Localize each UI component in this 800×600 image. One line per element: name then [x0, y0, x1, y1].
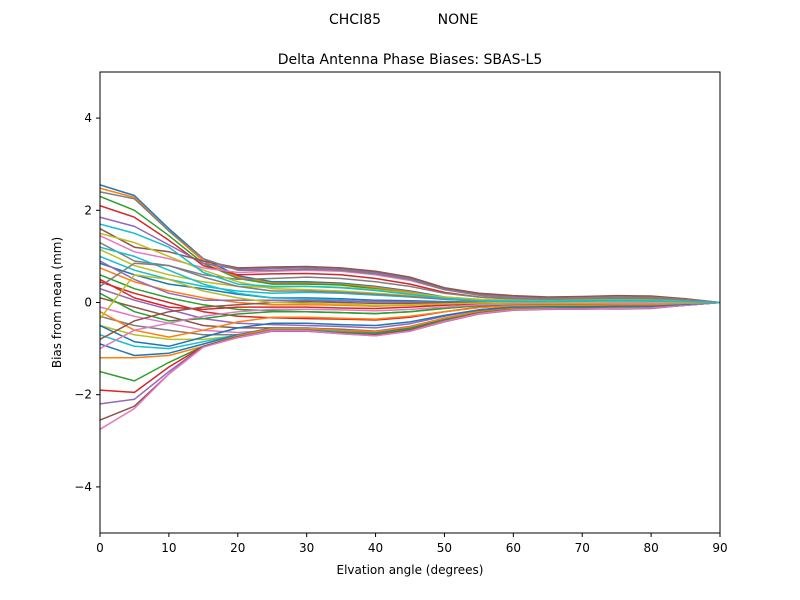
series-layer [100, 184, 720, 430]
x-tick-label: 40 [368, 541, 383, 555]
series-line-40 [100, 223, 720, 304]
y-axis-label: Bias from mean (mm) [50, 237, 64, 368]
x-tick-label: 0 [96, 541, 104, 555]
x-tick-label: 60 [506, 541, 521, 555]
y-axis: −4 −2 0 2 4 [74, 111, 100, 494]
y-tick-label: −2 [74, 388, 92, 402]
x-tick-label: 80 [643, 541, 658, 555]
series-line-37 [100, 301, 720, 350]
series-line-8 [100, 241, 720, 304]
y-tick-label: 2 [84, 203, 92, 217]
series-line-6 [100, 228, 720, 304]
y-tick-label: 0 [84, 296, 92, 310]
x-tick-label: 70 [575, 541, 590, 555]
x-axis-label: Elvation angle (degrees) [337, 563, 484, 577]
x-axis: 0 10 20 30 40 50 60 70 80 90 [96, 533, 728, 555]
suptitle-station: CHCI85 [329, 12, 381, 28]
y-tick-label: −4 [74, 480, 92, 494]
x-tick-label: 20 [230, 541, 245, 555]
series-line-39 [100, 274, 720, 320]
series-line-28 [100, 191, 720, 304]
x-tick-label: 50 [437, 541, 452, 555]
series-line-32 [100, 301, 720, 338]
y-tick-label: 4 [84, 111, 92, 125]
series-line-31 [100, 301, 720, 348]
chart-title: Delta Antenna Phase Biases: SBAS-L5 [278, 52, 543, 68]
series-line-27 [100, 301, 720, 430]
suptitle-radome: NONE [438, 12, 479, 28]
x-tick-label: 10 [161, 541, 176, 555]
x-tick-label: 90 [712, 541, 727, 555]
x-tick-label: 30 [299, 541, 314, 555]
